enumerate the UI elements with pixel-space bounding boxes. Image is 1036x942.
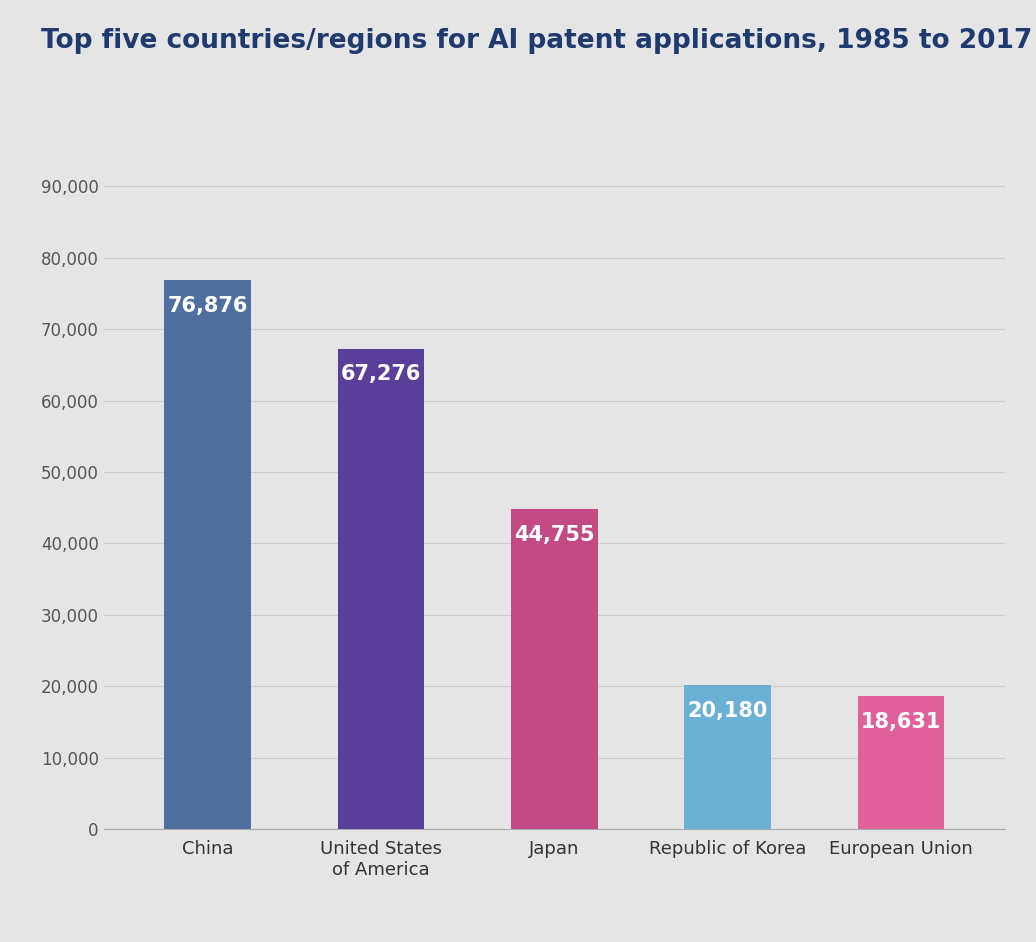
Bar bbox=[858, 696, 944, 829]
Bar bbox=[165, 280, 251, 829]
Text: 67,276: 67,276 bbox=[341, 365, 421, 384]
Text: 20,180: 20,180 bbox=[688, 701, 768, 721]
Text: Top five countries/regions for AI patent applications, 1985 to 2017: Top five countries/regions for AI patent… bbox=[41, 28, 1033, 55]
Bar bbox=[684, 685, 771, 829]
Bar bbox=[338, 349, 425, 829]
Text: 18,631: 18,631 bbox=[861, 711, 941, 732]
Text: 44,755: 44,755 bbox=[514, 525, 595, 545]
Text: 76,876: 76,876 bbox=[168, 296, 248, 316]
Bar bbox=[511, 510, 598, 829]
